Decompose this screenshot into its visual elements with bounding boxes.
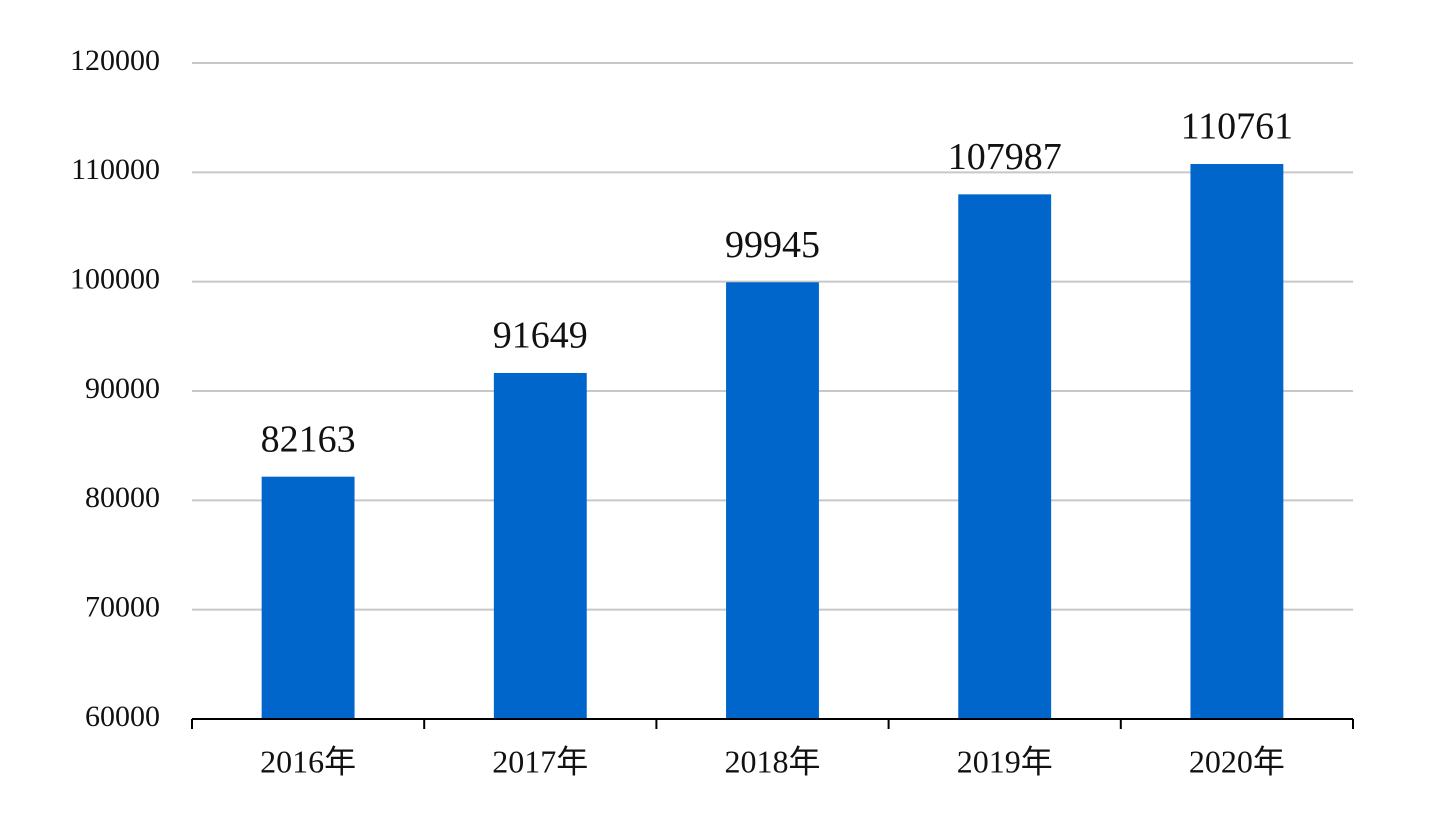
x-tick-label: 2017年	[492, 743, 588, 779]
y-tick-label: 110000	[71, 153, 160, 186]
x-tick-label: 2018年	[724, 743, 820, 779]
y-tick-label: 100000	[70, 263, 160, 296]
y-tick-label: 90000	[85, 372, 160, 405]
y-tick-label: 80000	[85, 481, 160, 514]
x-tick-label: 2019年	[957, 743, 1053, 779]
bar	[1190, 164, 1284, 719]
data-label: 99945	[725, 224, 820, 266]
y-tick-label: 120000	[70, 44, 160, 77]
bar	[261, 476, 355, 719]
bar	[493, 372, 587, 719]
bar	[958, 194, 1052, 719]
data-label: 110761	[1181, 106, 1294, 148]
x-tick-label: 2016年	[260, 743, 356, 779]
y-tick-label: 60000	[85, 700, 160, 733]
data-label: 107987	[948, 136, 1062, 178]
x-tick-label: 2020年	[1189, 743, 1285, 779]
y-tick-label: 70000	[85, 591, 160, 624]
bars	[261, 164, 1284, 719]
bar	[726, 282, 819, 719]
labels: 60000 70000 80000 90000 100000 110000 120000 20…	[70, 44, 1293, 779]
data-label: 82163	[261, 418, 356, 460]
data-label: 91649	[493, 315, 588, 357]
